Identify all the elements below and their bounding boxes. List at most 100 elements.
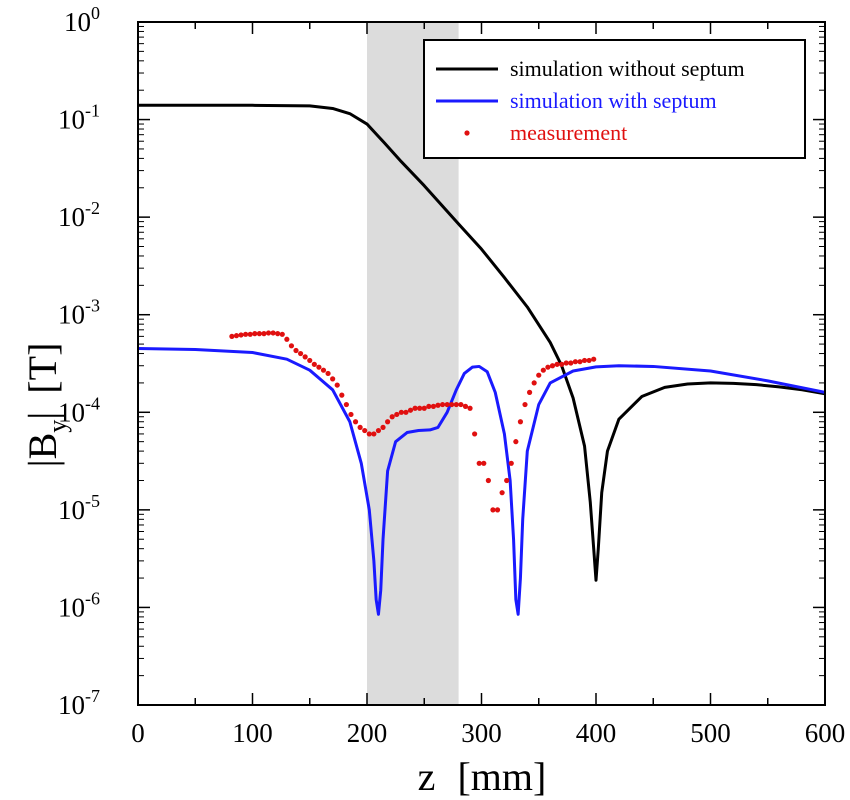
legend-box [423,39,806,159]
y-tick-exponent: -6 [85,588,100,608]
data-point [426,403,432,409]
data-point [284,336,290,342]
y-tick-exponent: -2 [85,198,100,218]
data-point [375,427,382,434]
data-point [476,460,482,466]
x-tick-label: 0 [131,718,145,748]
data-point [531,380,537,386]
data-point [403,409,409,415]
data-point [545,364,551,370]
data-point [417,405,423,411]
data-point [252,331,258,337]
data-point [462,403,469,409]
data-point [591,356,597,362]
data-point [430,403,437,409]
tick-label-layer: 0 100 200 300 400 500 60010010-110-210-310-410… [58,3,845,748]
y-axis-title-unit: [T] [20,343,65,394]
data-point [554,361,560,367]
data-point [311,361,317,367]
data-point [352,419,359,425]
x-tick-label: 100 [232,718,273,748]
x-tick-label: 200 [347,718,388,748]
data-point [449,401,455,408]
y-tick-base: 10 [58,495,85,525]
y-tick-base: 10 [58,300,85,330]
series-layer [137,103,826,616]
data-point [256,331,262,337]
x-tick-label: 500 [690,718,731,748]
data-point [494,507,501,513]
legend-label-measurement: measurement [510,120,627,145]
data-point [540,367,546,373]
x-tick-label: 300 [461,718,502,748]
y-axis-title-tail: | [20,412,65,420]
data-point [499,490,505,496]
data-point [229,333,235,339]
data-point [334,382,340,388]
data-point [275,331,281,337]
y-axis-title-main: |B [20,433,65,468]
data-point [330,376,336,382]
y-tick-exponent: -4 [85,393,100,413]
data-point [444,401,450,408]
y-tick-label: 10-4 [58,393,100,427]
data-point [568,360,574,366]
data-point [307,357,313,364]
data-point [394,411,400,418]
data-point [472,431,478,437]
y-axis-title: |By| [T] [20,343,72,468]
x-axis-title: z [mm] [418,754,547,799]
data-point [481,460,487,466]
data-point [435,402,441,408]
series-line-simulation-with-septum [137,347,826,616]
y-tick-exponent: -3 [85,296,100,316]
legend: simulation without septum simulation wit… [423,39,806,159]
x-axis-title-unit: [mm] [457,754,546,799]
data-point [572,359,578,365]
y-tick-label: 10-3 [58,296,100,330]
data-point [536,372,542,378]
data-point [508,460,514,466]
data-point [490,507,496,513]
axes-layer [137,21,826,706]
data-point [485,477,491,484]
data-point [389,414,395,420]
data-point [302,354,308,360]
data-point [348,411,354,418]
y-tick-base: 10 [58,202,85,232]
data-point [563,360,569,366]
data-point [243,331,249,337]
data-point [412,405,418,411]
y-tick-exponent: -1 [85,101,100,121]
series-points-measurement [229,330,597,513]
legend-swatch-measurement [464,130,470,136]
data-point [421,405,427,411]
data-point [288,343,295,349]
legend-label-without-septum: simulation without septum [510,56,745,81]
data-point [398,409,404,415]
data-point [581,357,588,364]
y-tick-base: 10 [64,7,91,37]
data-point [549,363,556,369]
data-point [279,331,285,337]
x-axis-title-main: z [418,754,436,799]
data-point [261,331,267,337]
y-tick-label: 10-6 [58,588,100,622]
data-point [439,401,446,408]
y-tick-label: 100 [64,3,100,37]
data-point [357,424,363,430]
data-point [247,331,253,337]
y-tick-label: 10-2 [58,198,100,232]
data-point [297,350,304,357]
y-tick-base: 10 [58,105,85,135]
data-point [320,367,327,373]
data-point [577,359,583,365]
data-point [586,357,592,364]
y-tick-label: 10-5 [58,491,100,525]
x-tick-label: 400 [576,718,617,748]
y-tick-base: 10 [58,592,85,622]
data-point [362,427,368,434]
data-point [325,370,331,377]
y-tick-exponent: -7 [85,686,100,706]
